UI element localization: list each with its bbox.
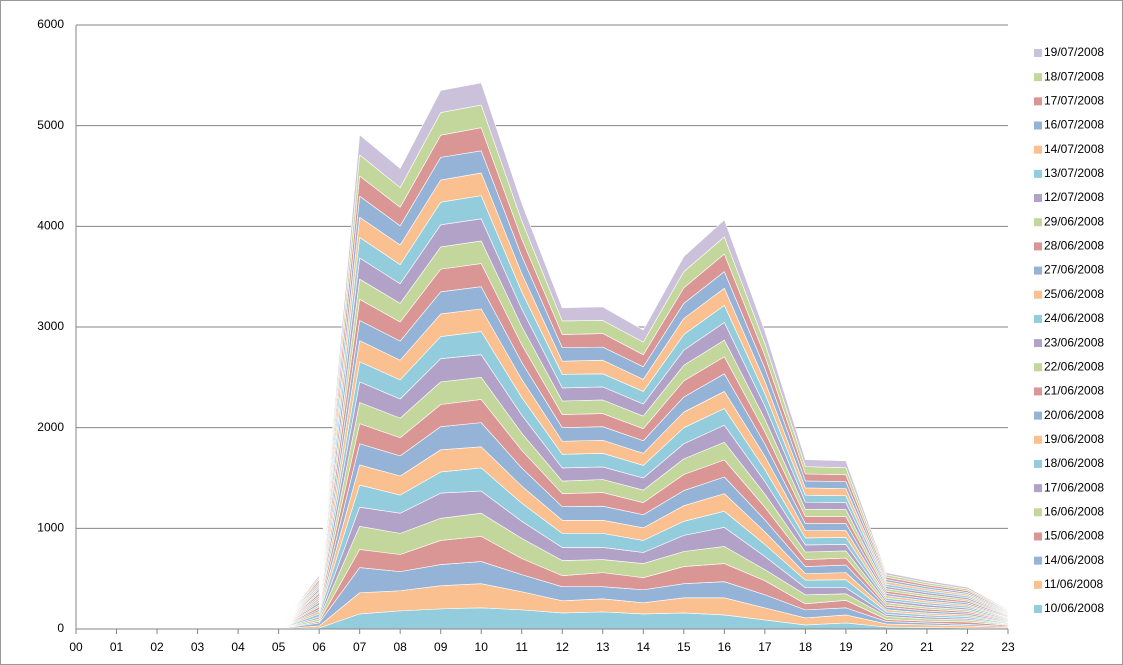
legend-label: 16/07/2008: [1044, 118, 1104, 132]
legend-label: 10/06/2008: [1044, 601, 1104, 615]
legend-label: 24/06/2008: [1044, 311, 1104, 325]
legend-label: 19/06/2008: [1044, 432, 1104, 446]
x-tick-label: 21: [920, 640, 934, 654]
legend-swatch: [1034, 73, 1042, 82]
y-tick-label: 5000: [37, 118, 64, 132]
legend-label: 23/06/2008: [1044, 335, 1104, 349]
x-tick-label: 03: [191, 640, 205, 654]
legend-swatch: [1034, 556, 1042, 565]
legend-label: 22/06/2008: [1044, 359, 1104, 373]
legend-label: 11/06/2008: [1044, 577, 1103, 591]
x-tick-label: 13: [596, 640, 610, 654]
x-tick-label: 20: [880, 640, 894, 654]
y-tick-label: 1000: [37, 521, 64, 535]
legend-label: 18/07/2008: [1044, 69, 1104, 83]
x-tick-label: 08: [393, 640, 407, 654]
legend-swatch: [1034, 508, 1042, 517]
area: [75, 82, 1009, 630]
x-tick-label: 02: [150, 640, 164, 654]
legend-label: 28/06/2008: [1044, 239, 1104, 253]
legend-label: 27/06/2008: [1044, 263, 1104, 277]
x-tick-label: 10: [475, 640, 489, 654]
legend-swatch: [1034, 532, 1042, 541]
x-tick-label: 05: [272, 640, 286, 654]
legend-swatch: [1034, 266, 1042, 275]
legend-swatch: [1034, 339, 1042, 348]
legend-swatch: [1034, 218, 1042, 227]
legend-swatch: [1034, 363, 1042, 372]
legend-label: 18/06/2008: [1044, 456, 1104, 470]
y-tick-label: 3000: [37, 319, 64, 333]
legend-swatch: [1034, 242, 1042, 251]
legend-swatch: [1034, 459, 1042, 468]
legend-label: 17/07/2008: [1044, 94, 1104, 108]
legend-label: 15/06/2008: [1044, 529, 1104, 543]
x-tick-label: 00: [69, 640, 83, 654]
legend-label: 20/06/2008: [1044, 408, 1104, 422]
legend-swatch: [1034, 97, 1042, 106]
y-tick-label: 2000: [37, 420, 64, 434]
x-tick-label: 16: [718, 640, 732, 654]
y-tick-label: 0: [57, 621, 64, 635]
legend-swatch: [1034, 290, 1042, 299]
legend-swatch: [1034, 121, 1042, 130]
legend-label: 16/06/2008: [1044, 504, 1104, 518]
x-tick-label: 14: [637, 640, 651, 654]
x-tick-label: 19: [839, 640, 853, 654]
legend-swatch: [1034, 435, 1042, 444]
x-tick-label: 17: [758, 640, 772, 654]
x-tick-label: 04: [231, 640, 245, 654]
legend-swatch: [1034, 49, 1042, 57]
x-tick-label: 07: [353, 640, 367, 654]
x-tick-label: 22: [961, 640, 975, 654]
x-tick-label: 06: [312, 640, 326, 654]
y-tick-label: 6000: [37, 17, 64, 31]
legend-label: 19/07/2008: [1044, 45, 1104, 59]
x-tick-label: 15: [677, 640, 691, 654]
x-tick-label: 09: [434, 640, 448, 654]
legend-label: 13/07/2008: [1044, 166, 1104, 180]
legend-swatch: [1034, 194, 1042, 203]
legend-label: 14/07/2008: [1044, 142, 1104, 156]
legend-swatch: [1034, 605, 1042, 613]
legend-swatch: [1034, 387, 1042, 396]
x-tick-label: 12: [556, 640, 570, 654]
legend-label: 29/06/2008: [1044, 214, 1104, 228]
x-tick-label: 11: [516, 640, 529, 654]
legend-label: 17/06/2008: [1044, 480, 1104, 494]
x-tick-label: 23: [1001, 640, 1015, 654]
legend-label: 21/06/2008: [1044, 384, 1104, 398]
x-tick-label: 18: [799, 640, 813, 654]
x-tick-label: 01: [110, 640, 124, 654]
legend-swatch: [1034, 484, 1042, 493]
legend-label: 12/07/2008: [1044, 190, 1104, 204]
legend-label: 14/06/2008: [1044, 553, 1104, 567]
legend-swatch: [1034, 314, 1042, 323]
y-tick-label: 4000: [37, 219, 64, 233]
legend-swatch: [1034, 580, 1042, 589]
legend-label: 25/06/2008: [1044, 287, 1104, 301]
legend-swatch: [1034, 411, 1042, 420]
legend-swatch: [1034, 169, 1042, 178]
legend-swatch: [1034, 145, 1042, 154]
